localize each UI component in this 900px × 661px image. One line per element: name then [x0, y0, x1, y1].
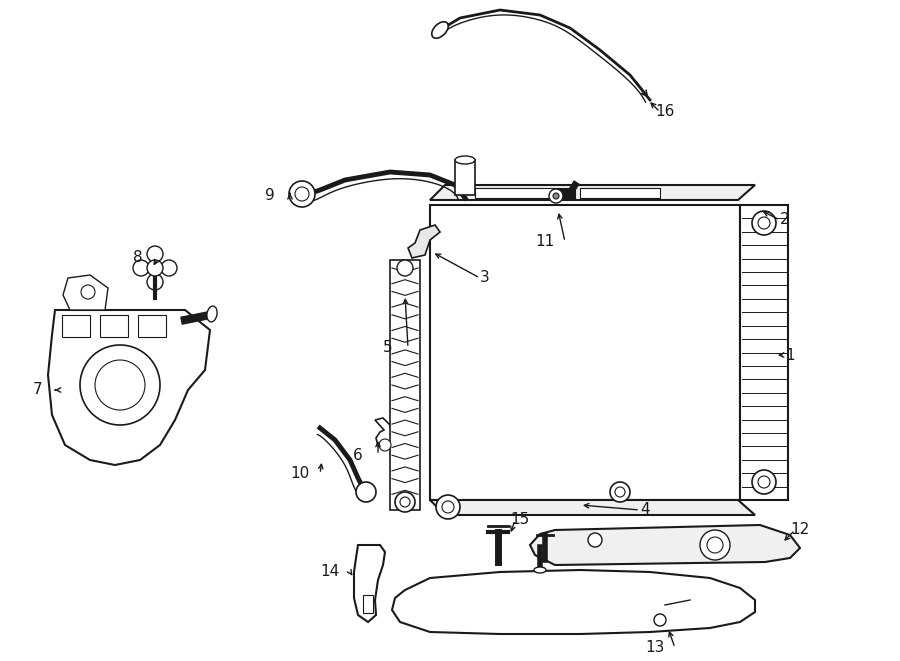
Circle shape [379, 439, 391, 451]
Circle shape [147, 260, 163, 276]
Polygon shape [408, 225, 440, 258]
Polygon shape [48, 310, 210, 465]
Polygon shape [430, 500, 755, 515]
Circle shape [654, 614, 666, 626]
Circle shape [95, 360, 145, 410]
Bar [455, 160, 475, 195]
Text: 9: 9 [266, 188, 274, 204]
Text: 12: 12 [790, 522, 810, 537]
Polygon shape [375, 418, 392, 448]
Circle shape [395, 492, 415, 512]
Circle shape [81, 285, 95, 299]
Polygon shape [430, 185, 755, 200]
Circle shape [442, 501, 454, 513]
Circle shape [436, 495, 460, 519]
Circle shape [133, 260, 149, 276]
Polygon shape [354, 545, 385, 622]
Circle shape [147, 246, 163, 262]
Polygon shape [63, 275, 108, 310]
Ellipse shape [455, 156, 475, 164]
Text: 10: 10 [291, 467, 310, 481]
Bar [475, 188, 555, 198]
Text: 5: 5 [383, 340, 392, 356]
Polygon shape [392, 570, 755, 634]
Text: 13: 13 [645, 641, 665, 656]
Circle shape [752, 211, 776, 235]
Bar [430, 205, 740, 500]
Text: 11: 11 [536, 235, 554, 249]
Bar [138, 315, 166, 337]
Ellipse shape [534, 567, 546, 573]
Text: 6: 6 [353, 447, 363, 463]
Bar [62, 315, 90, 337]
Circle shape [80, 345, 160, 425]
Circle shape [295, 187, 309, 201]
Text: 7: 7 [33, 383, 43, 397]
Circle shape [615, 487, 625, 497]
Text: 2: 2 [780, 212, 790, 227]
Bar [740, 205, 788, 500]
Text: 8: 8 [133, 251, 143, 266]
Circle shape [400, 497, 410, 507]
Text: 1: 1 [785, 348, 795, 362]
Text: 3: 3 [480, 270, 490, 286]
Circle shape [356, 482, 376, 502]
Circle shape [707, 537, 723, 553]
Circle shape [397, 260, 413, 276]
Text: 14: 14 [320, 564, 339, 580]
Bar [390, 260, 420, 510]
Bar [100, 315, 128, 337]
Ellipse shape [432, 22, 448, 38]
Polygon shape [530, 525, 800, 565]
Ellipse shape [207, 306, 217, 322]
Circle shape [161, 260, 177, 276]
Circle shape [289, 181, 315, 207]
Circle shape [147, 274, 163, 290]
Text: 15: 15 [510, 512, 529, 527]
Circle shape [758, 217, 770, 229]
Circle shape [758, 476, 770, 488]
Circle shape [553, 193, 559, 199]
Bar [363, 595, 373, 613]
Circle shape [752, 470, 776, 494]
Circle shape [610, 482, 630, 502]
Circle shape [549, 189, 563, 203]
Text: 16: 16 [655, 104, 675, 120]
Circle shape [700, 530, 730, 560]
Text: 4: 4 [640, 502, 650, 518]
Bar [580, 188, 660, 198]
Circle shape [588, 533, 602, 547]
